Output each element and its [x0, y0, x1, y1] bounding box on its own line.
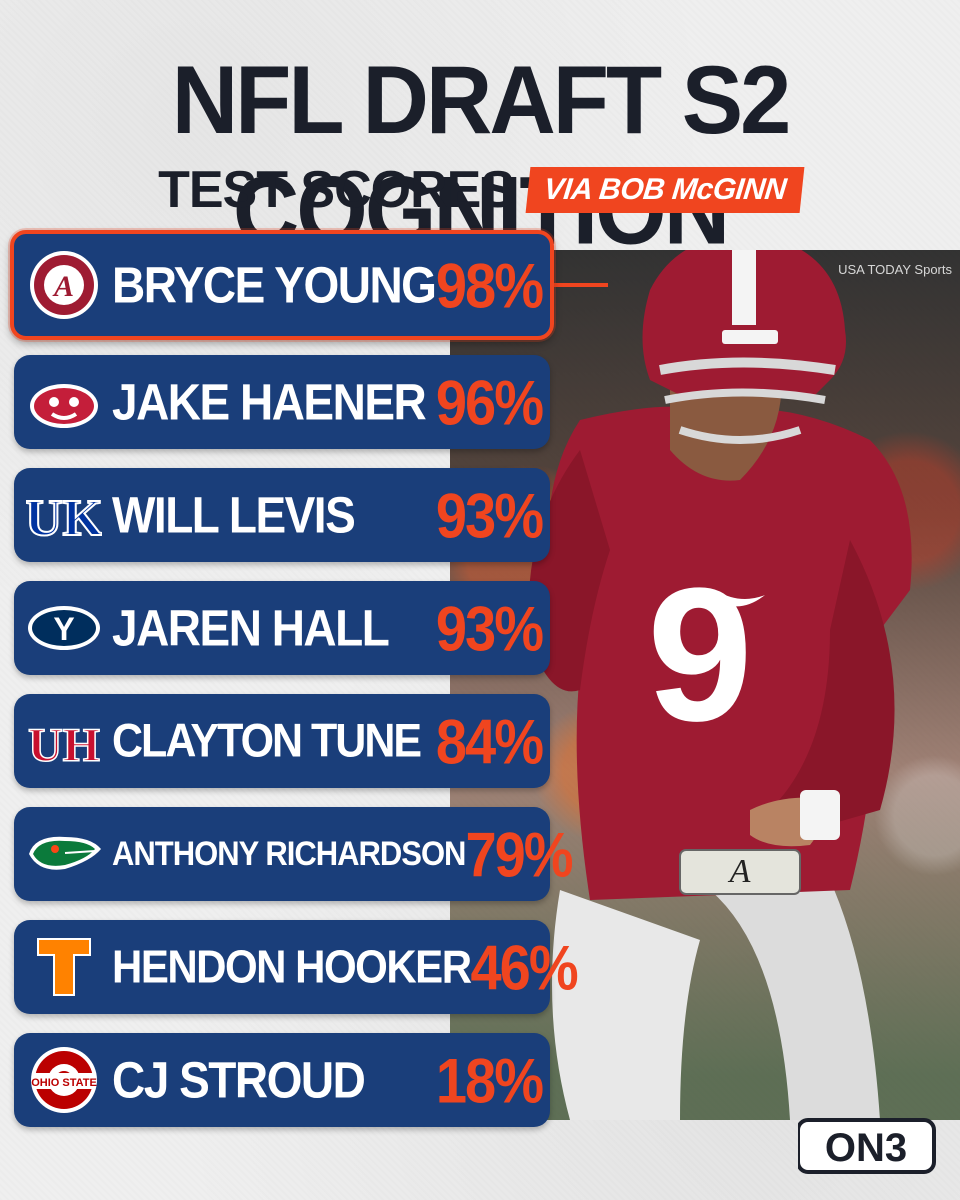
photo-credit: USA TODAY Sports: [838, 262, 952, 277]
player-name: ANTHONY RICHARDSON: [112, 834, 466, 873]
byu-y-icon: Y: [24, 588, 104, 668]
player-illustration: 9 A: [528, 250, 912, 1120]
player-row: ANTHONY RICHARDSON 79%: [14, 807, 574, 901]
player-row: OHIO STATE CJ STROUD 18%: [14, 1033, 550, 1127]
player-row: UK WILL LEVIS 93%: [14, 468, 550, 562]
player-name: WILL LEVIS: [112, 486, 356, 544]
houston-uh-icon: UH: [24, 701, 104, 781]
player-score: 93%: [435, 479, 544, 551]
player-name: CLAYTON TUNE: [112, 714, 422, 767]
fresno-state-bulldog-icon: [24, 362, 104, 442]
player-score: 84%: [435, 705, 544, 777]
on3-logo: ON3: [796, 1116, 938, 1176]
florida-gator-icon: [24, 814, 104, 894]
svg-text:UH: UH: [28, 719, 100, 771]
svg-text:UK: UK: [26, 490, 102, 545]
tennessee-t-icon: [24, 927, 104, 1007]
player-row: HENDON HOOKER 46%: [14, 920, 579, 1014]
player-score: 46%: [470, 931, 579, 1003]
player-list: A BRYCE YOUNG 98% JAKE HAENER 96% UK WIL…: [10, 230, 579, 1146]
player-score: 98%: [435, 249, 544, 321]
player-row: JAKE HAENER 96%: [14, 355, 550, 449]
source-badge: VIA BOB McGINN: [525, 167, 805, 213]
svg-text:A: A: [52, 270, 74, 303]
player-row: A BRYCE YOUNG 98%: [10, 230, 554, 340]
player-score: 96%: [435, 366, 544, 438]
page-subtitle: TEST SCORES: [158, 161, 515, 219]
player-score: 93%: [435, 592, 544, 664]
player-name: HENDON HOOKER: [112, 940, 472, 993]
ohio-state-icon: OHIO STATE: [24, 1040, 104, 1120]
player-row: Y JAREN HALL 93%: [14, 581, 550, 675]
subtitle-row: TEST SCORES VIA BOB McGINN: [0, 160, 960, 220]
svg-text:Y: Y: [53, 611, 74, 647]
on3-logo-text: ON3: [825, 1126, 907, 1170]
player-name: JAREN HALL: [112, 599, 390, 657]
jersey-number: 9: [647, 549, 753, 761]
player-score: 79%: [465, 818, 573, 890]
svg-text:OHIO STATE: OHIO STATE: [31, 1077, 97, 1089]
player-name: CJ STROUD: [112, 1051, 366, 1109]
svg-text:A: A: [728, 853, 751, 890]
player-row: UH CLAYTON TUNE 84%: [14, 694, 550, 788]
player-name: BRYCE YOUNG: [112, 256, 437, 314]
player-name: JAKE HAENER: [112, 373, 427, 431]
highlight-connector: [552, 283, 608, 287]
alabama-logo-icon: A: [24, 245, 104, 325]
player-score: 18%: [435, 1044, 544, 1116]
kentucky-uk-icon: UK: [24, 475, 104, 555]
